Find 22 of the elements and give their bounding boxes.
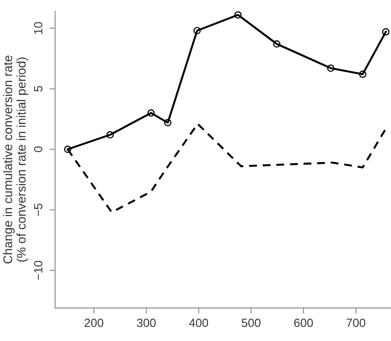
point: [64, 146, 72, 153]
point: [234, 11, 242, 19]
point: [164, 118, 172, 126]
x-tick-label: 200: [84, 318, 104, 328]
point: [106, 131, 114, 138]
point: [359, 70, 366, 78]
y-axis-title: Change in cumulative conversion rate (% of conversion rate in initial period): [3, 56, 28, 264]
x-tick-label: 400: [189, 318, 208, 328]
point: [327, 64, 334, 72]
point: [382, 28, 390, 36]
x-tick-label: 600: [294, 318, 313, 328]
point: [273, 40, 280, 48]
point: [193, 26, 201, 34]
y-tick-label: −5: [34, 204, 42, 216]
y-tick-label: 5: [34, 86, 42, 92]
point: [147, 109, 155, 117]
x-tick-label: 300: [136, 318, 156, 328]
y-tick-label: 10: [34, 22, 42, 34]
x-tick-label: 500: [242, 318, 260, 328]
y-tick-label: 0: [34, 146, 42, 152]
y-tick-label: −10: [34, 260, 42, 280]
x-tick-label: 700: [346, 318, 366, 328]
